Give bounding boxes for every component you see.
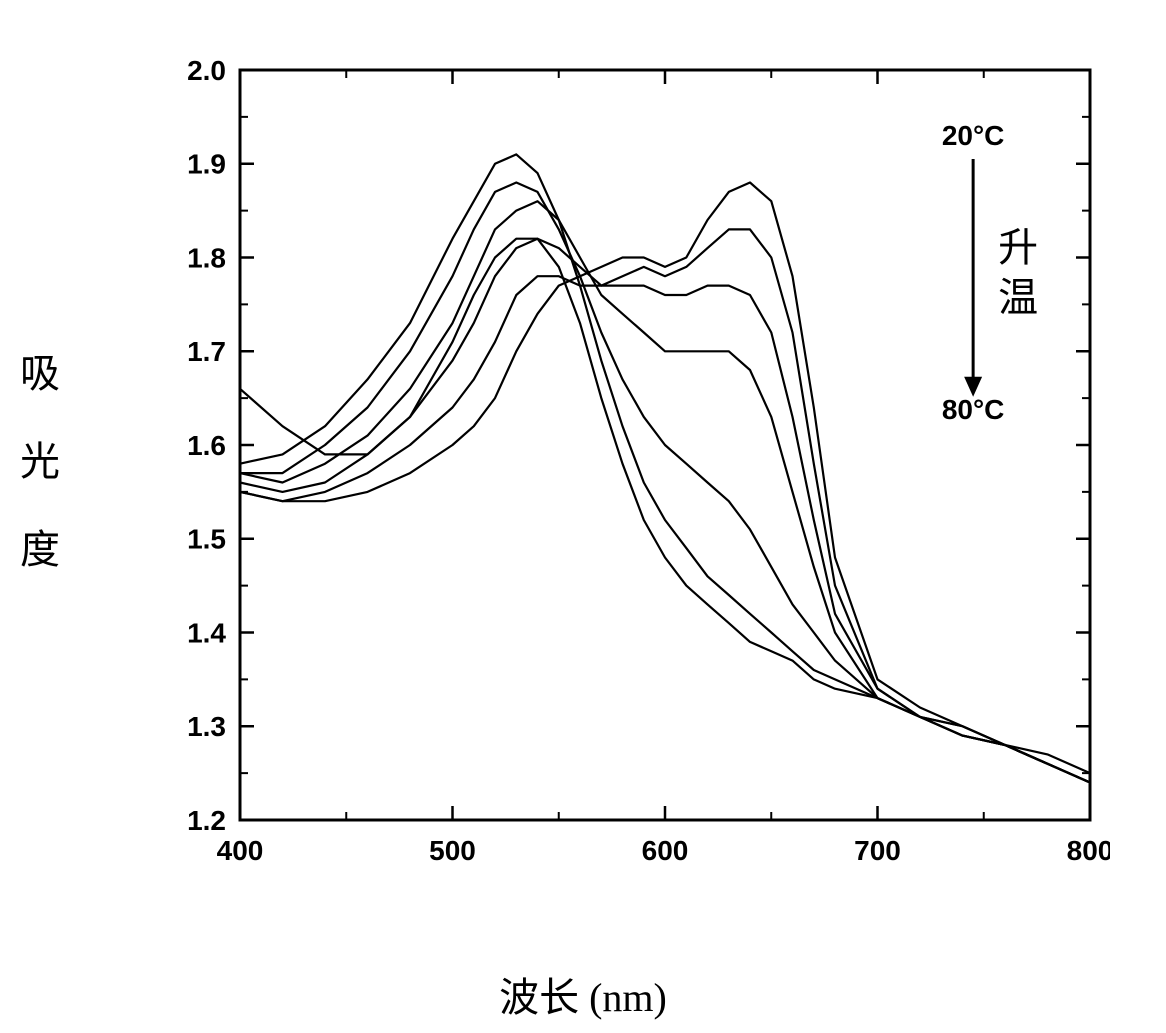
annotation-bottom: 80°C (942, 394, 1005, 425)
annotation-arrow-label-2: 温 (998, 275, 1038, 320)
ylabel-char-1: 吸 (10, 330, 70, 418)
svg-text:1.8: 1.8 (187, 242, 226, 273)
svg-text:1.5: 1.5 (187, 524, 226, 555)
svg-text:1.6: 1.6 (187, 430, 226, 461)
page: 吸 光 度 波长 (nm) 400 500 600 700 800 1.2 1.3 1.4 1.… (0, 0, 1166, 1033)
svg-text:1.2: 1.2 (187, 805, 226, 836)
svg-text:1.9: 1.9 (187, 149, 226, 180)
svg-text:1.7: 1.7 (187, 336, 226, 367)
annotation-arrow-label-1: 升 (998, 225, 1038, 270)
svg-text:1.3: 1.3 (187, 711, 226, 742)
svg-text:700: 700 (854, 835, 901, 866)
annotation-top: 20°C (942, 120, 1005, 151)
ylabel-char-3: 度 (10, 506, 70, 594)
y-axis-label: 吸 光 度 (10, 330, 70, 594)
svg-text:800: 800 (1067, 835, 1110, 866)
chart-svg: 400 500 600 700 800 1.2 1.3 1.4 1.5 1.6 1.7 1.8 1.9 2… (150, 50, 1110, 900)
ylabel-char-2: 光 (10, 418, 70, 506)
svg-text:2.0: 2.0 (187, 55, 226, 86)
svg-text:400: 400 (217, 835, 264, 866)
x-axis-label: 波长 (nm) (0, 965, 1166, 1023)
svg-text:500: 500 (429, 835, 476, 866)
svg-text:1.4: 1.4 (187, 617, 226, 648)
svg-text:600: 600 (642, 835, 689, 866)
